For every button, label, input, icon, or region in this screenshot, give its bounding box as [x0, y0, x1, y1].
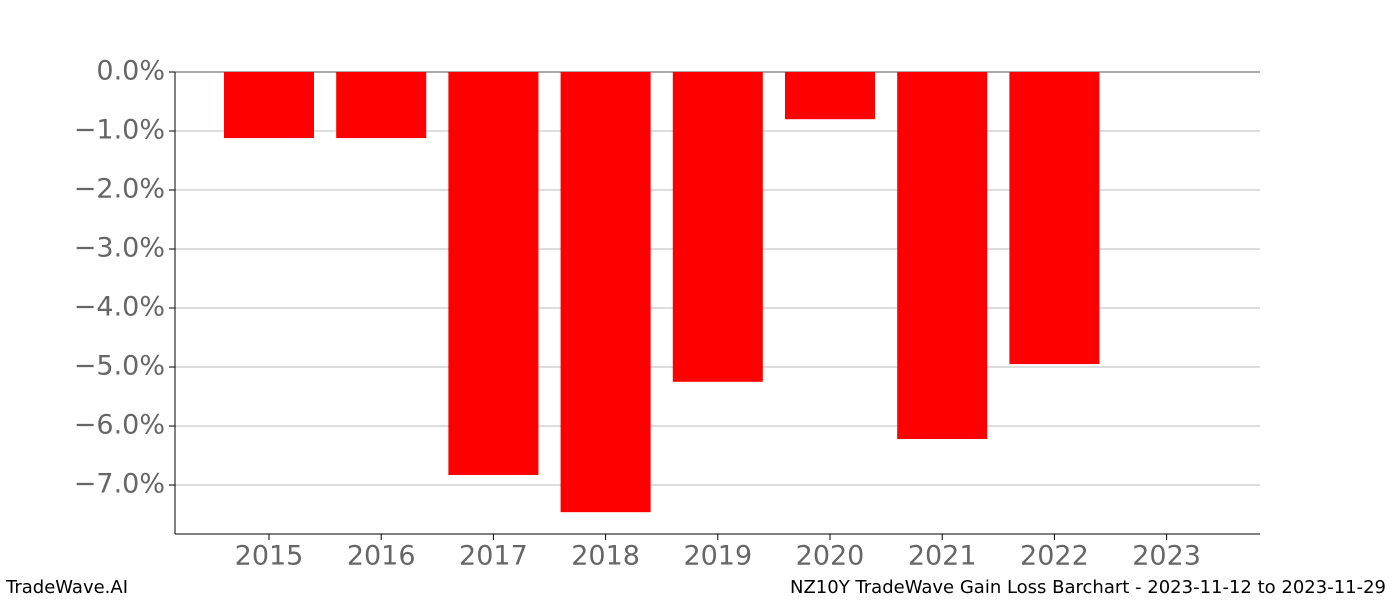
x-tick-label: 2016 — [347, 541, 416, 572]
bar — [448, 72, 539, 475]
y-tick-label: −2.0% — [74, 174, 165, 205]
bar — [672, 72, 763, 382]
bar — [785, 72, 875, 120]
y-tick-label: −7.0% — [74, 469, 165, 500]
y-tick-label: 0.0% — [96, 56, 165, 87]
bar — [560, 72, 651, 513]
x-tick-label: 2021 — [908, 541, 977, 572]
x-tick-label: 2020 — [796, 541, 865, 572]
y-tick-label: −4.0% — [74, 292, 165, 323]
x-tick-label: 2019 — [683, 541, 752, 572]
y-tick-label: −6.0% — [74, 410, 165, 441]
caption: NZ10Y TradeWave Gain Loss Barchart - 202… — [790, 577, 1386, 598]
watermark: TradeWave.AI — [5, 577, 128, 598]
x-tick-label: 2015 — [235, 541, 304, 572]
y-tick-label: −1.0% — [74, 115, 165, 146]
y-tick-label: −3.0% — [74, 233, 165, 264]
x-tick-label: 2018 — [571, 541, 640, 572]
x-tick-label: 2023 — [1132, 541, 1201, 572]
bar — [224, 72, 314, 139]
x-tick-label: 2022 — [1020, 541, 1089, 572]
bar — [1009, 72, 1100, 365]
x-tick-label: 2017 — [459, 541, 528, 572]
bar — [336, 72, 427, 139]
y-tick-label: −5.0% — [74, 351, 165, 382]
bar — [897, 72, 988, 440]
